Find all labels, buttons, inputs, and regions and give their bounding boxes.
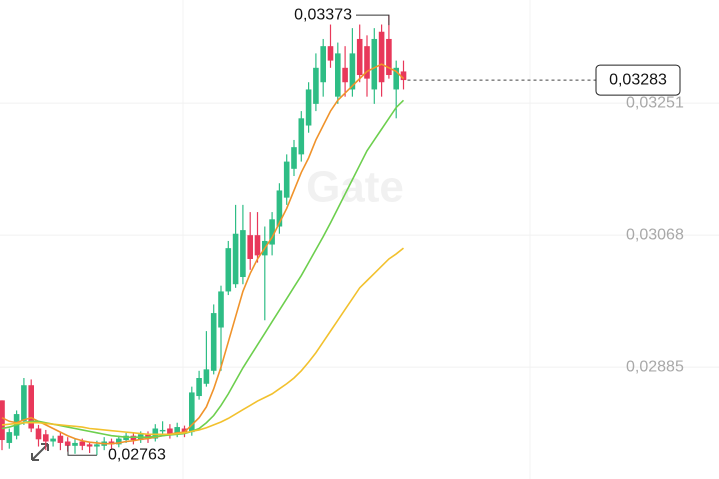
candle-body [378,31,385,83]
candle-body [269,219,275,245]
candle-body [393,67,399,90]
candle-body [21,385,27,422]
candle-body [35,428,42,440]
min-leader [67,445,97,456]
candle-body [79,441,86,446]
expand-button[interactable] [24,436,56,468]
candle-body [283,161,290,198]
candle-body [232,233,239,285]
moving-average [1,247,404,436]
candle-body [371,38,378,90]
candle-body [349,53,356,90]
candle-body [356,38,363,76]
candle-body [43,434,49,442]
y-tick-label: 0,03251 [626,94,684,111]
candle-body [86,444,93,447]
candle-body [94,444,100,447]
max-leader [356,14,390,26]
candle-body [57,435,64,443]
candle-body [159,429,166,432]
candle-body [240,230,246,278]
last-price-label: 0,03283 [609,71,667,88]
moving-average [1,63,405,445]
candle-body [72,442,78,446]
y-tick-label: 0,03068 [626,226,684,243]
watermark: Gate [306,163,404,212]
candle-body [210,313,217,371]
candle-body [0,400,5,441]
candle-body [218,291,224,328]
candle-body [276,190,283,227]
candle-body [327,46,334,61]
candle-body [400,71,407,81]
candle-body [174,427,180,435]
candle-body [64,441,71,446]
candle-body [364,46,370,79]
candle-body [203,369,210,384]
candle-body [320,46,326,83]
candle-body [254,235,261,256]
candle-body [167,428,173,435]
candle-body [28,385,34,429]
moving-average [1,99,405,438]
min-label: 0,02763 [108,446,166,463]
candle-body [247,235,253,259]
candle-body [181,428,188,433]
candle-body [196,378,202,397]
candle-body [386,38,392,76]
candle-body [225,248,232,292]
candle-body [6,432,13,443]
max-label: 0,03373 [294,6,352,23]
candle-body [313,67,319,104]
last-price-box [595,64,681,96]
candle-body [305,89,312,126]
candle-body [50,438,56,442]
candle-body [335,53,341,97]
candle-body [189,392,195,433]
candle-body [298,118,305,155]
candle-body [116,438,122,445]
y-tick-label: 0,02885 [626,358,684,375]
candle-body [342,67,348,83]
candle-body [291,147,297,169]
grid [0,102,719,368]
